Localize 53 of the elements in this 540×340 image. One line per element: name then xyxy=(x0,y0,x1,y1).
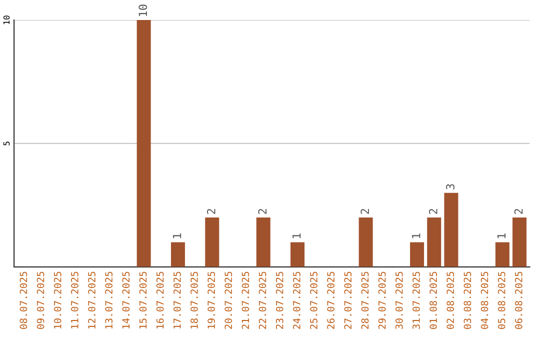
x-tick-label: 02.08.2025 xyxy=(446,272,454,329)
data-label: 2 xyxy=(514,209,523,214)
data-label: 1 xyxy=(292,234,301,238)
x-tick-label: 25.07.2025 xyxy=(310,272,318,329)
x-tick-label: 11.07.2025 xyxy=(71,272,78,328)
x-tick-label: 30.07.2025 xyxy=(395,272,403,329)
bar xyxy=(290,242,305,267)
bar xyxy=(444,192,458,267)
x-tick-label: 13.07.2025 xyxy=(105,272,113,328)
x-tick-label: 26.07.2025 xyxy=(327,272,335,329)
x-tick-label: 01.08.2025 xyxy=(430,272,437,329)
bar xyxy=(256,218,270,267)
x-tick-label: 21.07.2025 xyxy=(242,272,250,329)
x-tick-label: 04.08.2025 xyxy=(480,272,488,329)
x-tick-label: 20.07.2025 xyxy=(224,272,232,329)
x-tick-label: 22.07.2025 xyxy=(258,272,266,329)
x-tick-label: 27.07.2025 xyxy=(344,272,352,329)
data-label: 1 xyxy=(497,234,506,238)
bar xyxy=(495,242,510,267)
data-label: 10 xyxy=(138,4,148,16)
y-tick-label: 5 xyxy=(3,142,10,146)
x-tick-label: 08.07.2025 xyxy=(20,272,28,329)
bar xyxy=(358,218,373,267)
data-label: 2 xyxy=(360,209,369,214)
x-tick-label: 28.07.2025 xyxy=(361,272,369,329)
bar xyxy=(427,218,442,267)
bar xyxy=(410,242,424,267)
x-tick-label: 18.07.2025 xyxy=(190,272,198,328)
x-tick-label: 09.07.2025 xyxy=(36,272,44,329)
x-tick-label: 03.08.2025 xyxy=(464,272,472,329)
x-tick-label: 10.07.2025 xyxy=(54,272,62,328)
x-tick-label: 23.07.2025 xyxy=(276,272,284,329)
x-tick-label: 24.07.2025 xyxy=(292,272,300,329)
data-label: 2 xyxy=(258,209,266,214)
data-label: 2 xyxy=(428,209,438,214)
x-tick-label: 14.07.2025 xyxy=(122,272,130,328)
data-label: 2 xyxy=(206,209,216,214)
x-tick-label: 19.07.2025 xyxy=(208,272,215,328)
data-label: 1 xyxy=(172,234,182,238)
bar xyxy=(512,218,526,267)
bar xyxy=(205,218,220,267)
x-tick-label: 16.07.2025 xyxy=(156,272,164,328)
x-tick-label: 05.08.2025 xyxy=(498,272,506,329)
x-tick-label: 31.07.2025 xyxy=(412,272,420,329)
data-label: 3 xyxy=(446,184,454,190)
x-tick-label: 15.07.2025 xyxy=(139,272,147,328)
data-label: 1 xyxy=(412,234,420,238)
x-tick-label: 17.07.2025 xyxy=(173,272,181,328)
x-tick-label: 06.08.2025 xyxy=(514,272,522,329)
x-tick-label: 12.07.2025 xyxy=(88,272,96,328)
x-tick-label: 29.07.2025 xyxy=(378,272,386,329)
bar xyxy=(136,20,151,267)
bar xyxy=(170,242,185,267)
